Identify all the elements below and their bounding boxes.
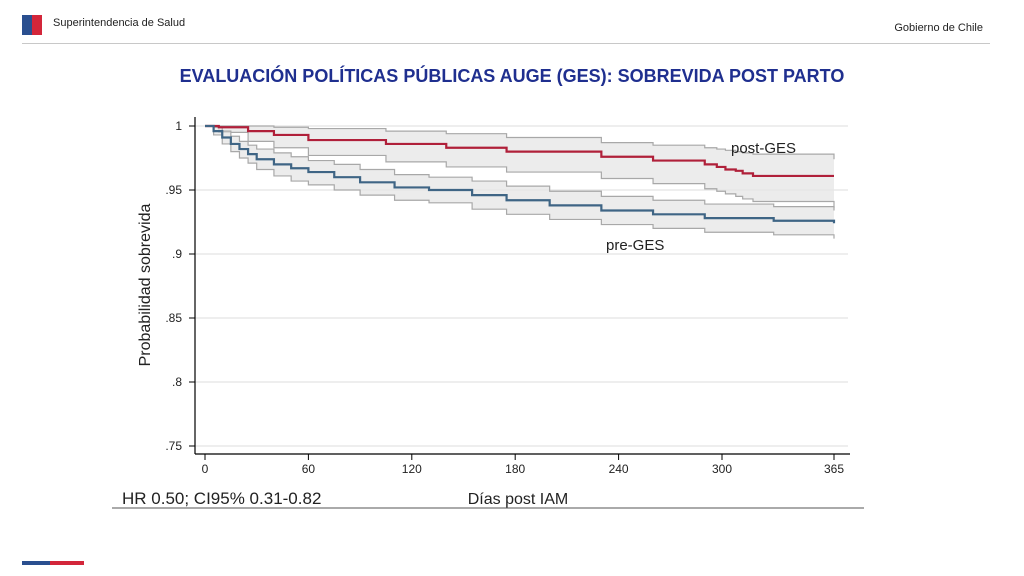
ci-lower-line [205,125,835,208]
ci-upper-line [205,125,835,160]
header-divider [22,43,990,44]
x-tick-label: 0 [202,462,209,476]
ci-band-post-ges [205,126,834,208]
government-label: Gobierno de Chile [894,22,983,34]
x-tick-label: 60 [302,462,316,476]
ci-band-pre-ges [205,126,834,239]
x-tick-label: 180 [505,462,525,476]
chile-flag-icon [22,15,42,35]
flag-blue-block [22,15,32,35]
y-ticks: 1 .95 .9 .85 .8 .75 [165,119,195,453]
x-axis-label: Días post IAM [468,491,568,508]
flag-red-block [32,15,42,35]
x-tick-label: 365 [824,462,844,476]
series-label-pre-ges: pre-GES [606,237,664,254]
grid-lines [195,125,848,447]
x-tick-label: 240 [609,462,629,476]
y-tick-label: .75 [165,439,182,453]
survival-chart: 1 .95 .9 .85 .8 .75 0 60 120 180 240 300 365 post-G… [112,97,864,511]
series-label-post-ges: post-GES [731,140,796,157]
org-name: Superintendencia de Salud [53,17,186,29]
confidence-bands [205,125,835,239]
survival-lines [205,124,836,224]
x-ticks: 0 60 120 180 240 300 365 [202,454,844,476]
y-axis-label: Probabilidad sobrevida [137,204,154,367]
hazard-ratio-annotation: HR 0.50; CI95% 0.31-0.82 [122,489,321,508]
ci-upper-line [205,125,835,211]
top-bar: Superintendencia de Salud Gobierno de Ch… [0,0,1024,44]
footer-flag-bar [22,561,84,565]
footer-blue-block [22,561,50,565]
y-tick-label: .85 [165,311,182,325]
footer-red-block [50,561,84,565]
series-line-post-ges [205,124,834,178]
y-tick-label: .9 [172,247,182,261]
y-tick-label: 1 [175,119,182,133]
slide-title: EVALUACIÓN POLÍTICAS PÚBLICAS AUGE (GES)… [179,66,845,86]
ci-lower-line [205,125,835,239]
series-line-pre-ges [205,124,836,224]
x-tick-label: 300 [712,462,732,476]
y-tick-label: .8 [172,375,182,389]
x-tick-label: 120 [402,462,422,476]
y-tick-label: .95 [165,183,182,197]
